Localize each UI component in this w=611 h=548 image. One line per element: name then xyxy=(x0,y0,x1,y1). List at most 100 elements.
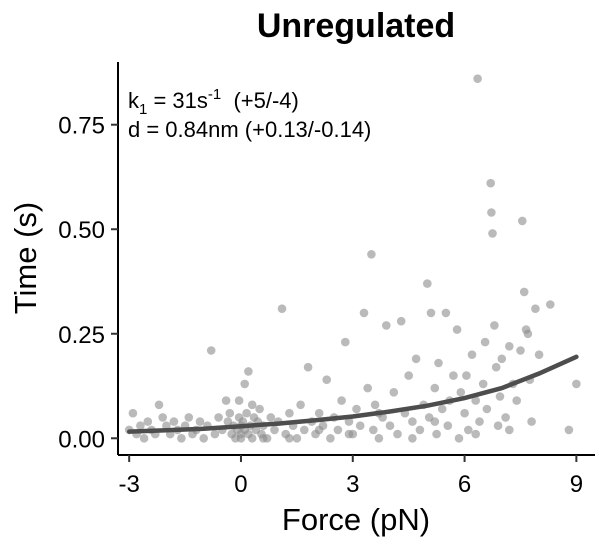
data-point-89 xyxy=(393,429,402,439)
fit-line xyxy=(126,354,579,434)
data-point-62 xyxy=(296,400,305,410)
data-point-109 xyxy=(454,434,464,443)
data-point-86 xyxy=(382,321,391,330)
x-tick-label-2: 3 xyxy=(346,471,359,498)
x-ticks: -3 0 3 6 9 xyxy=(119,455,583,498)
data-point-135 xyxy=(519,287,529,297)
data-point-97 xyxy=(423,279,432,288)
data-point-120 xyxy=(482,404,492,414)
data-point-26 xyxy=(221,396,231,405)
data-point-111 xyxy=(460,408,469,418)
data-point-80 xyxy=(363,383,373,393)
data-point-108 xyxy=(452,325,462,334)
data-point-103 xyxy=(437,404,447,414)
annotation-line-1: k1 = 31s-1 (+5/-4) xyxy=(128,86,299,118)
data-point-19 xyxy=(195,417,205,426)
data-point-81 xyxy=(367,250,376,259)
data-point-82 xyxy=(369,425,378,435)
data-point-132 xyxy=(512,396,521,405)
data-point-12 xyxy=(169,417,179,426)
y-tick-label-0: 0.00 xyxy=(58,426,105,453)
data-point-77 xyxy=(352,404,361,414)
data-point-105 xyxy=(443,421,453,431)
data-point-59 xyxy=(285,408,294,418)
annotation-k: k xyxy=(128,88,140,113)
data-point-100 xyxy=(430,383,440,393)
data-point-126 xyxy=(493,421,503,431)
data-point-140 xyxy=(531,304,540,314)
data-point-123 xyxy=(488,229,497,238)
data-point-148 xyxy=(408,434,417,443)
annotation-rate: = 31s xyxy=(147,88,208,113)
data-point-130 xyxy=(505,342,514,351)
data-point-139 xyxy=(527,417,536,426)
data-point-46 xyxy=(244,367,253,376)
data-point-150 xyxy=(344,429,354,439)
x-axis-title: Force (pN) xyxy=(282,502,430,537)
data-point-45 xyxy=(240,379,249,389)
annotation-rate-error: (+5/-4) xyxy=(221,88,299,113)
data-point-70 xyxy=(326,434,335,443)
data-point-67 xyxy=(314,408,324,418)
data-point-78 xyxy=(355,421,365,431)
data-point-151 xyxy=(314,425,324,435)
data-point-141 xyxy=(534,350,544,360)
data-point-5 xyxy=(143,417,153,426)
data-point-84 xyxy=(374,434,384,443)
y-tick-label-3: 0.75 xyxy=(58,113,105,140)
data-point-115 xyxy=(471,396,481,405)
data-point-127 xyxy=(495,392,505,401)
data-point-124 xyxy=(490,321,499,330)
data-point-28 xyxy=(225,408,235,418)
data-point-16 xyxy=(184,413,194,422)
data-point-117 xyxy=(475,417,484,426)
data-point-22 xyxy=(206,346,216,355)
data-point-107 xyxy=(449,371,458,380)
y-tick-label-2: 0.50 xyxy=(58,217,105,244)
data-point-50 xyxy=(255,404,264,414)
data-point-129 xyxy=(501,413,510,422)
annotation-line-2: d = 0.84nm (+0.13/-0.14) xyxy=(128,117,371,142)
data-point-137 xyxy=(523,329,533,339)
data-point-118 xyxy=(478,379,488,389)
data-point-24 xyxy=(214,413,223,422)
data-point-63 xyxy=(300,425,309,435)
data-point-142 xyxy=(546,300,555,309)
data-point-133 xyxy=(516,346,525,355)
data-point-147 xyxy=(430,417,440,426)
data-point-87 xyxy=(385,421,395,431)
data-point-143 xyxy=(564,425,574,435)
data-point-74 xyxy=(341,337,350,347)
data-point-104 xyxy=(441,308,451,318)
data-point-144 xyxy=(572,379,581,389)
data-point-3 xyxy=(136,421,145,431)
data-point-55 xyxy=(270,425,279,435)
data-point-121 xyxy=(486,178,496,188)
x-tick-label-4: 9 xyxy=(570,471,583,498)
data-point-20 xyxy=(199,434,208,443)
annotation-rate-superscript: -1 xyxy=(208,86,221,103)
annotation-k-subscript: 1 xyxy=(139,101,147,118)
data-point-69 xyxy=(322,375,332,385)
data-point-125 xyxy=(491,362,501,372)
data-point-152 xyxy=(285,434,294,443)
data-point-54 xyxy=(266,413,276,422)
data-point-44 xyxy=(247,434,257,443)
data-point-10 xyxy=(162,421,171,431)
chart-title: Unregulated xyxy=(257,7,455,45)
data-point-153 xyxy=(259,434,268,443)
data-point-23 xyxy=(210,429,220,439)
data-point-102 xyxy=(434,358,443,368)
data-point-95 xyxy=(415,425,425,435)
data-point-4 xyxy=(139,434,149,443)
data-point-114 xyxy=(467,350,477,360)
data-point-145 xyxy=(505,425,514,435)
data-point-92 xyxy=(404,371,414,380)
data-point-113 xyxy=(464,425,473,435)
data-point-116 xyxy=(473,74,482,83)
data-point-146 xyxy=(471,429,481,439)
data-point-75 xyxy=(344,417,354,426)
y-axis-title: Time (s) xyxy=(8,202,43,315)
data-point-1 xyxy=(128,408,138,418)
